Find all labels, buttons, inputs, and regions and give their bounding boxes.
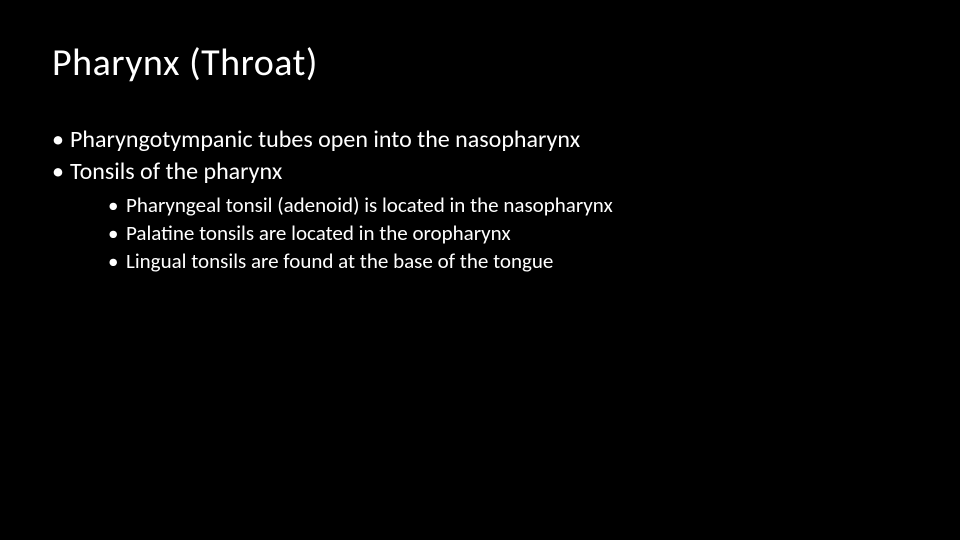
sub-bullet-text-3: Lingual tonsils are found at the base of…: [126, 248, 553, 274]
slide-title: Pharynx (Throat): [52, 40, 908, 86]
sub-bullet-item-2: Palatine tonsils are located in the orop…: [108, 219, 908, 247]
bullet-item-1: Pharyngotympanic tubes open into the nas…: [52, 124, 908, 156]
bullet-text-2: Tonsils of the pharynx: [70, 157, 282, 186]
bullet-item-2: Tonsils of the pharynx Pharyngeal tonsil…: [52, 156, 908, 275]
sub-bullet-text-1: Pharyngeal tonsil (adenoid) is located i…: [126, 192, 613, 218]
slide-container: Pharynx (Throat) Pharyngotympanic tubes …: [0, 0, 960, 316]
bullet-text-1: Pharyngotympanic tubes open into the nas…: [70, 125, 580, 154]
bullet-list: Pharyngotympanic tubes open into the nas…: [52, 124, 908, 276]
sub-bullet-item-1: Pharyngeal tonsil (adenoid) is located i…: [108, 191, 908, 219]
sub-bullet-text-2: Palatine tonsils are located in the orop…: [126, 220, 511, 246]
sub-bullet-item-3: Lingual tonsils are found at the base of…: [108, 247, 908, 275]
sub-bullet-list: Pharyngeal tonsil (adenoid) is located i…: [70, 191, 908, 276]
